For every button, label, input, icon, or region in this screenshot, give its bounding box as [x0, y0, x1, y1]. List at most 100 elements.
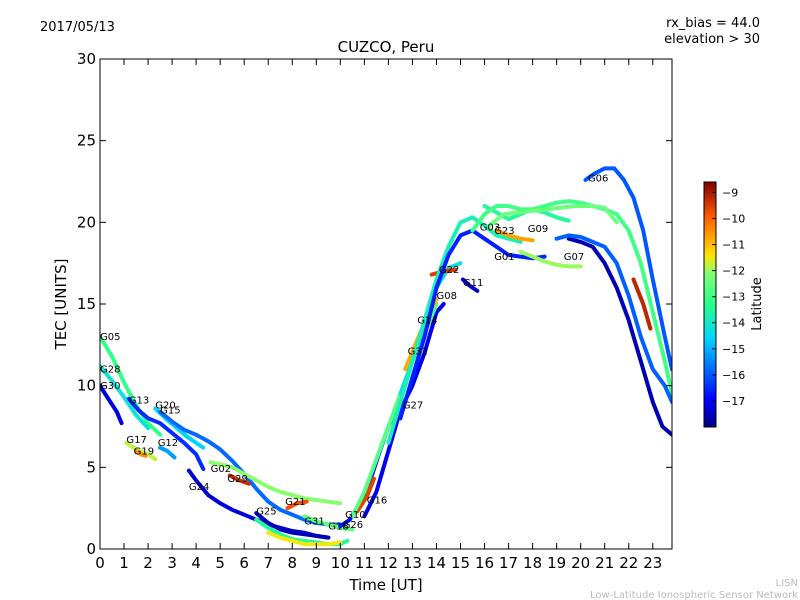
x-tick-label: 5 [215, 554, 225, 572]
x-tick-label: 17 [499, 554, 518, 572]
series-line-unlabeled-32 [487, 204, 619, 228]
date-label: 2017/05/13 [40, 20, 115, 35]
satellite-label-g05: G05 [100, 332, 120, 343]
colorbar-tick-label: −17 [722, 395, 745, 408]
satellite-label-g26: G26 [343, 520, 363, 531]
colorbar-tick-label: −16 [722, 369, 745, 382]
satellite-label-g01: G01 [494, 252, 514, 263]
series-line-g05 [100, 334, 163, 437]
series-line-g06 [583, 166, 672, 372]
satellite-label-g02: G02 [211, 464, 231, 475]
series-line-g03 [386, 215, 523, 445]
colorbar-tick-label: −14 [722, 317, 745, 330]
satellite-label-g09: G09 [528, 224, 548, 235]
y-axis-label: TEC [UNITS] [52, 259, 70, 351]
satellite-label-g31: G31 [304, 517, 324, 528]
satellite-label-g30: G30 [100, 381, 120, 392]
colorbar-label: Latitude [750, 277, 765, 331]
satellite-label-g21: G21 [285, 497, 305, 508]
series-line-g17 [124, 440, 158, 462]
satellite-label-g29: G29 [227, 474, 247, 485]
y-tick-label: 20 [77, 213, 96, 231]
colorbar-ticks: −17 −16 −15 −14 −13 −12 −11 −10 −9 [712, 186, 745, 408]
x-axis: 0 1 2 3 4 5 6 7 8 9 10 11 12 13 14 15 16 17 18 19 20 21 22 23 [95, 59, 662, 572]
satellite-label-g20: G20 [155, 401, 175, 412]
y-tick-label: 0 [86, 540, 96, 558]
colorbar-tick-label: −12 [722, 265, 745, 278]
series-line-g28 [100, 364, 151, 431]
x-tick-label: 15 [451, 554, 470, 572]
y-tick-label: 15 [77, 295, 96, 313]
series-line-unlabeled-33 [566, 236, 672, 437]
satellite-label-g24: G24 [189, 482, 209, 493]
satellite-label-g12: G12 [158, 438, 178, 449]
series-line-g25 [254, 511, 331, 540]
satellite-label-g13: G13 [129, 396, 149, 407]
satellite-label-g18: G18 [328, 521, 348, 532]
series-line-g13 [126, 396, 206, 471]
x-tick-label: 11 [355, 554, 374, 572]
series-line-unlabeled-34 [554, 233, 672, 404]
series-line-g31 [302, 514, 355, 532]
satellite-label-g32: G32 [408, 347, 428, 358]
footer-org-short: LISN [776, 578, 798, 589]
footer-org-long: Low-Latitude Ionospheric Sensor Network [590, 590, 798, 600]
series-line-g15 [158, 409, 343, 527]
y-tick-label: 25 [77, 132, 96, 150]
x-tick-label: 20 [571, 554, 590, 572]
x-tick-label: 13 [403, 554, 422, 572]
y-tick-label: 10 [77, 377, 96, 395]
plot-frame [99, 58, 673, 550]
satellite-label-g14: G14 [417, 316, 437, 327]
colorbar: −17 −16 −15 −14 −13 −12 −11 −10 −9 Latitude [703, 181, 765, 428]
series-line-g11 [460, 277, 480, 293]
satellite-label-g19: G19 [134, 446, 154, 457]
colorbar-tick-label: −11 [722, 239, 745, 252]
series-line-unlabeled-31 [470, 199, 672, 396]
satellite-label-g06: G06 [588, 174, 608, 185]
x-tick-label: 1 [119, 554, 129, 572]
satellite-label-g27: G27 [403, 401, 423, 412]
x-tick-label: 16 [475, 554, 494, 572]
y-axis: 0 5 10 15 20 25 30 [77, 50, 672, 558]
x-tick-label: 0 [95, 554, 105, 572]
elevation-label: elevation > 30 [664, 32, 760, 47]
x-tick-label: 8 [287, 554, 297, 572]
colorbar-tick-label: −9 [722, 186, 738, 199]
satellite-label-g23: G23 [494, 226, 514, 237]
satellite-label-g16: G16 [367, 495, 387, 506]
satellite-label-g15: G15 [160, 405, 180, 416]
colorbar-tick-label: −15 [722, 343, 745, 356]
x-tick-label: 18 [523, 554, 542, 572]
x-tick-label: 14 [427, 554, 446, 572]
series-layer [100, 166, 672, 547]
satellite-label-g17: G17 [126, 435, 146, 446]
satellite-label-g25: G25 [256, 507, 276, 518]
series-line-g12 [158, 445, 177, 460]
satellite-label-g11: G11 [463, 278, 483, 289]
satellite-label-g22: G22 [439, 265, 459, 276]
chart-title: CUZCO, Peru [338, 38, 435, 56]
satellite-label-g10: G10 [345, 510, 365, 521]
series-line-g19 [134, 449, 148, 458]
x-tick-label: 22 [619, 554, 638, 572]
series-line-g29 [227, 473, 251, 486]
series-line-g30 [100, 383, 124, 426]
colorbar-tick-label: −10 [722, 212, 745, 225]
x-tick-label: 2 [143, 554, 153, 572]
series-line-g07 [518, 249, 583, 269]
x-tick-label: 9 [312, 554, 322, 572]
series-line-g23 [494, 228, 535, 243]
x-tick-label: 10 [331, 554, 350, 572]
y-tick-label: 30 [77, 50, 96, 68]
x-tick-label: 21 [595, 554, 614, 572]
series-line-g21 [285, 499, 309, 511]
x-tick-label: 3 [167, 554, 177, 572]
x-tick-label: 6 [239, 554, 249, 572]
colorbar-tick-label: −13 [722, 291, 745, 304]
series-line-g26 [266, 530, 343, 547]
x-axis-label: Time [UT] [348, 576, 422, 594]
rx-bias-label: rx_bias = 44.0 [666, 16, 760, 31]
